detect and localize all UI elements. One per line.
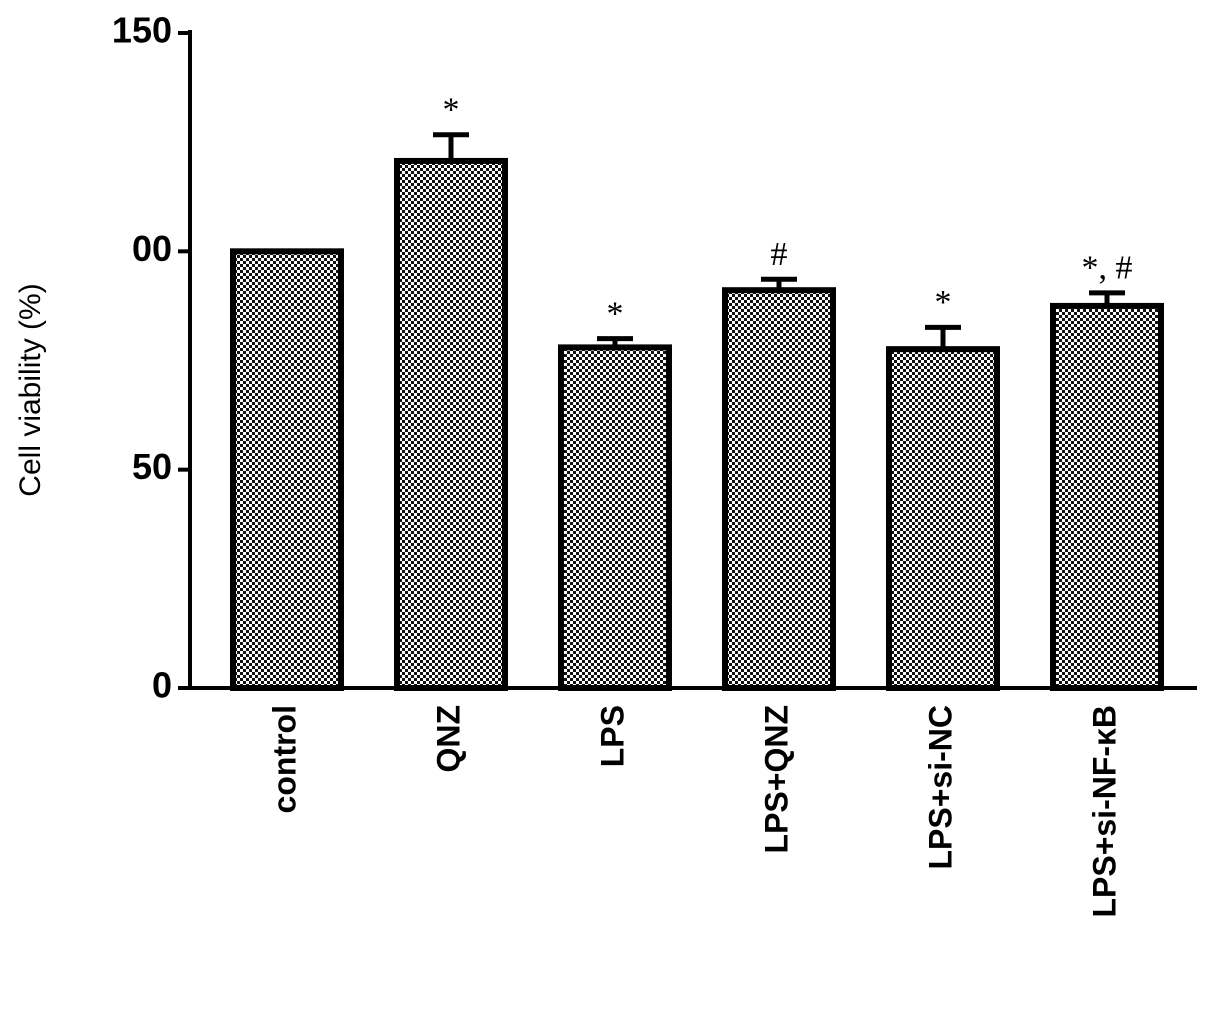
bar xyxy=(722,287,836,691)
x-tick-label: control xyxy=(266,705,302,813)
x-tick-label: LPS xyxy=(594,705,630,767)
bar xyxy=(558,344,672,691)
bar xyxy=(1050,302,1164,691)
bar xyxy=(230,248,344,691)
x-tick-label: LPS+si-NF-κB xyxy=(1086,705,1122,918)
annotation: # xyxy=(771,236,788,273)
annotation: * xyxy=(443,92,460,129)
bar xyxy=(394,157,508,691)
y-tick-label: 00 xyxy=(132,228,172,269)
annotation: * xyxy=(935,284,952,321)
x-tick-label: LPS+QNZ xyxy=(758,705,794,853)
annotation: * xyxy=(607,295,624,332)
y-tick-label: 50 xyxy=(132,446,172,487)
y-tick-label: 150 xyxy=(112,10,172,51)
annotation: *, # xyxy=(1082,250,1133,287)
x-tick-label: QNZ xyxy=(430,705,466,773)
bar xyxy=(886,346,1000,691)
y-axis-label: Cell viability (%) xyxy=(14,283,47,496)
y-tick-label: 0 xyxy=(152,665,172,706)
x-tick-label: LPS+si-NC xyxy=(922,705,958,869)
